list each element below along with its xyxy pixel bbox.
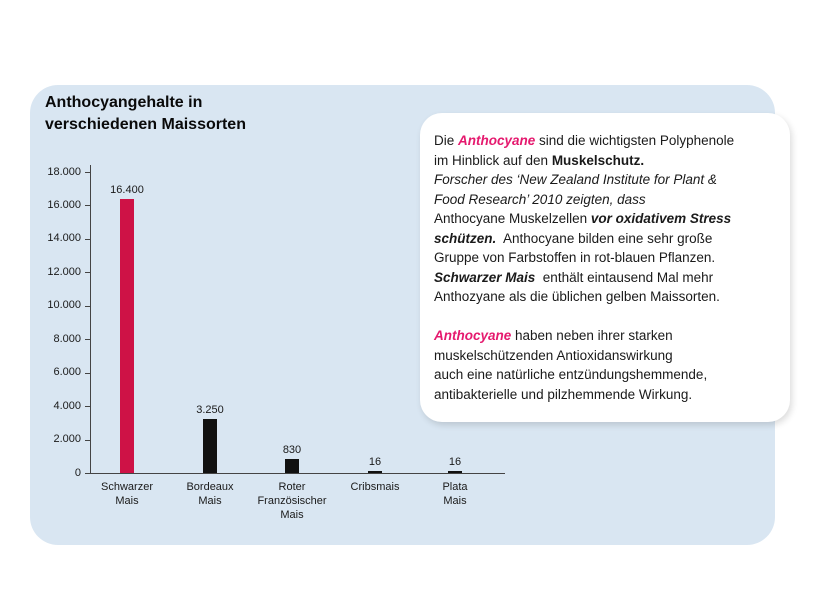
y-tick-mark — [85, 305, 90, 307]
y-tick-mark — [85, 238, 90, 240]
text-run: Food Research’ 2010 zeigten, dass — [434, 191, 646, 207]
bar-1 — [120, 198, 134, 473]
text-run: Die — [434, 133, 459, 148]
infobox-line: Anthozyane als die üblichen gelben Maiss… — [434, 287, 776, 307]
bar-value-label: 16 — [448, 456, 462, 468]
y-tick-mark — [85, 439, 90, 441]
y-tick-mark — [85, 272, 90, 274]
y-tick-label: 6.000 — [53, 366, 81, 379]
y-tick-label: 10.000 — [47, 299, 81, 312]
bar-value-label: 16.400 — [110, 183, 144, 196]
infobox-card: Die Anthocyane sind die wichtigsten Poly… — [420, 113, 790, 422]
bar-chart: 0 2.000 4.000 6.000 8.000 10.000 12.000 14.000 1… — [45, 165, 515, 525]
y-tick-label: 18.000 — [47, 165, 81, 178]
y-tick-label: 12.000 — [47, 265, 81, 278]
y-axis-line — [90, 165, 91, 473]
text-run: auch eine natürliche entzündungshemmende… — [434, 367, 708, 382]
y-tick-mark — [85, 372, 90, 374]
y-tick-label: 14.000 — [47, 232, 81, 245]
infobox-line: im Hinblick auf den Muskelschutz. — [434, 151, 776, 171]
infobox-line: Die Anthocyane sind die wichtigsten Poly… — [434, 131, 776, 151]
infobox-line: auch eine natürliche entzündungshemmende… — [434, 365, 776, 385]
y-tick-label: 2.000 — [53, 433, 81, 446]
chart-title: Anthocyangehalte in verschiedenen Maisso… — [45, 94, 246, 133]
y-tick-mark — [85, 339, 90, 341]
bar-3 — [285, 459, 299, 473]
x-category-label: Bordeaux Mais — [186, 481, 234, 507]
bar-4 — [368, 471, 382, 473]
text-run: Muskelschutz. — [551, 152, 645, 168]
infobox-line: Gruppe von Farbstoffen in rot-blauen Pfl… — [434, 248, 776, 268]
infobox-text: Die Anthocyane sind die wichtigsten Poly… — [434, 131, 776, 404]
infobox-line: Forscher des ‘New Zealand Institute for … — [434, 170, 776, 190]
text-run: enthält eintausend Mal mehr — [535, 269, 714, 285]
text-run: sind die wichtigsten Polyphenole — [535, 133, 735, 148]
x-axis-line — [90, 473, 505, 474]
text-run: Anthocyane — [434, 328, 512, 343]
text-run: haben neben ihrer starken — [511, 328, 673, 343]
bar-value-label: 16 — [368, 456, 382, 468]
infobox-line — [434, 307, 776, 327]
text-run: Anthocyane — [458, 133, 536, 148]
bar-5 — [448, 471, 462, 473]
infobox-line: antibakterielle und pilzhemmende Wirkung… — [434, 385, 776, 405]
x-category-label: Roter Französischer Mais — [257, 481, 327, 521]
y-tick-mark — [85, 473, 90, 474]
infobox-line: muskelschützenden Antioxidanswirkung — [434, 346, 776, 366]
text-run: im Hinblick auf den — [434, 152, 552, 168]
y-tick-label: 16.000 — [47, 198, 81, 211]
text-run: Forscher des ‘New Zealand Institute for … — [434, 172, 717, 187]
bar-value-label: 3.250 — [196, 403, 224, 416]
text-run: Schwarzer Mais — [434, 269, 536, 285]
y-tick-mark — [85, 406, 90, 408]
text-run: Anthocyane bilden eine sehr große — [496, 230, 713, 246]
y-tick-label: 8.000 — [53, 332, 81, 345]
bar-2 — [203, 418, 217, 473]
text-run: Anthocyane Muskelzellen — [434, 211, 591, 226]
y-tick-mark — [85, 205, 90, 207]
y-tick-label: 4.000 — [53, 399, 81, 412]
x-category-label: Schwarzer Mais — [101, 481, 153, 507]
infobox-line: Food Research’ 2010 zeigten, dass — [434, 190, 776, 210]
y-tick-label: 0 — [74, 466, 81, 479]
bar-value-label: 830 — [282, 444, 302, 457]
text-run: antibakterielle und pilzhemmende Wirkung… — [434, 386, 693, 402]
text-run: Gruppe von Farbstoffen in rot-blauen Pfl… — [434, 250, 716, 265]
text-run: muskelschützenden Antioxidanswirkung — [434, 347, 673, 363]
y-tick-mark — [85, 172, 90, 173]
text-run: schützen. — [434, 230, 497, 246]
infobox-line: schützen. Anthocyane bilden eine sehr gr… — [434, 229, 776, 249]
infobox-line: Anthocyane haben neben ihrer starken — [434, 326, 776, 346]
infobox-line: Schwarzer Mais enthält eintausend Mal me… — [434, 268, 776, 288]
text-run: vor oxidativem Stress — [590, 211, 732, 226]
x-category-label: Cribsmais — [350, 481, 400, 493]
text-run: Anthozyane als die üblichen gelben Maiss… — [434, 289, 720, 304]
x-category-label: Plata Mais — [442, 481, 468, 507]
infobox-line: Anthocyane Muskelzellen vor oxidativem S… — [434, 209, 776, 229]
